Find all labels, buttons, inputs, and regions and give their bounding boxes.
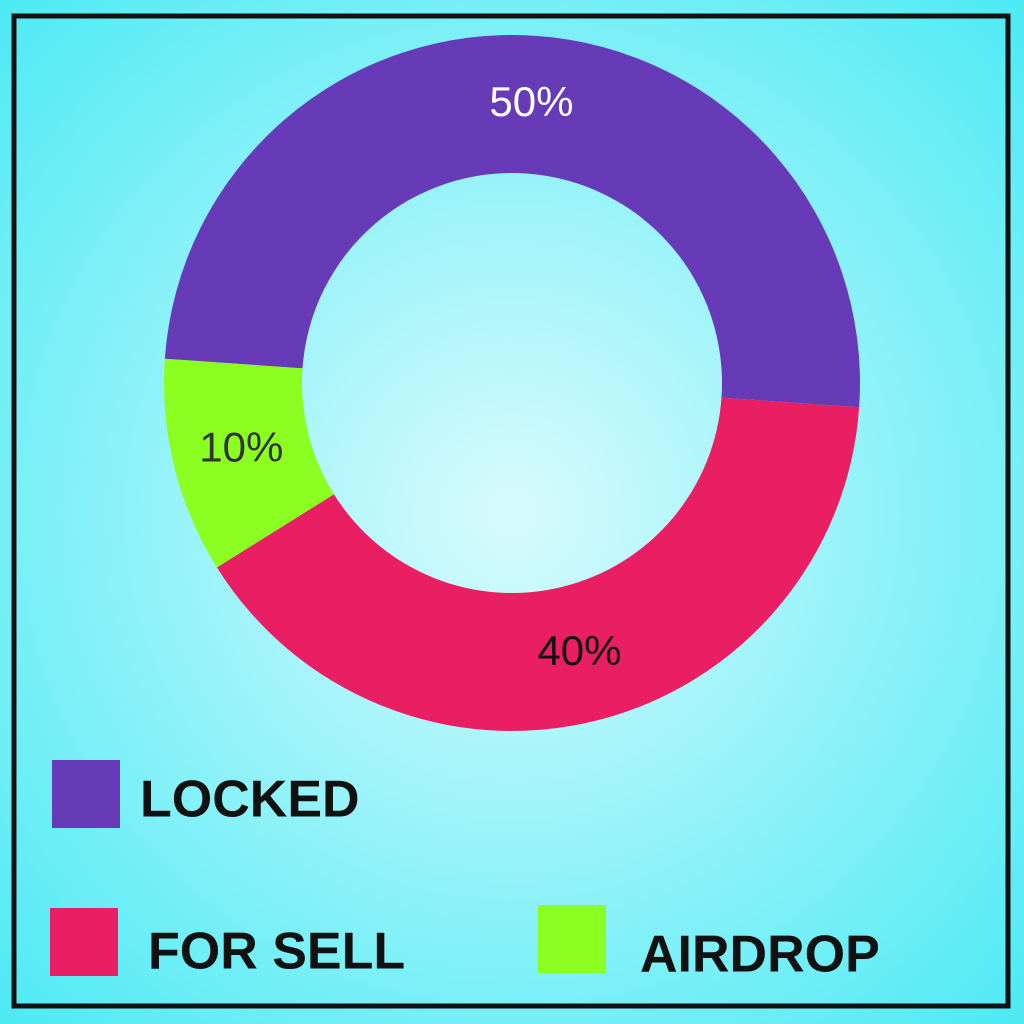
legend-swatch [50,908,118,976]
legend-swatch [52,760,120,828]
legend-label: LOCKED [140,771,360,829]
donut-slice [216,397,860,731]
legend-swatch [538,905,606,973]
value-label: 40% [537,627,621,674]
legend-label: FOR SELL [148,923,405,981]
value-label: 50% [489,78,573,125]
donut-slice [164,35,860,408]
donut-slice [164,358,334,568]
value-label: 10% [199,424,283,471]
legend-label: AIRDROP [640,926,880,984]
frame [11,13,1011,1009]
